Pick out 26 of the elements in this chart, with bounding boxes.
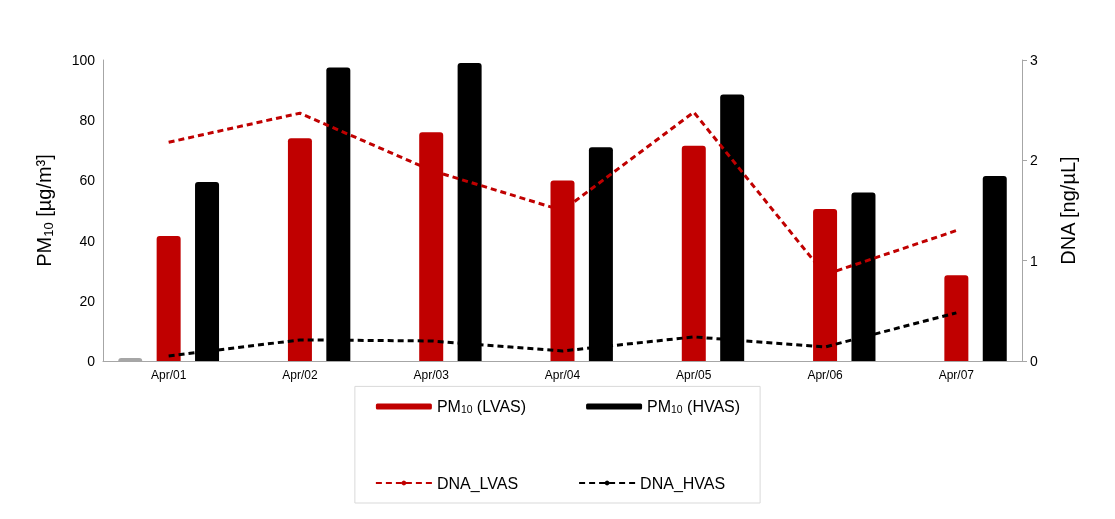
bar (156, 236, 181, 361)
legend-label: DNA_LVAS (436, 474, 519, 493)
y2-tick-label: 2 (1030, 152, 1038, 169)
y-tick-label: 0 (87, 353, 96, 369)
y2-tick-label: 3 (1030, 52, 1038, 68)
y-tick-label: 80 (79, 112, 96, 129)
y2-tick-label: 1 (1030, 252, 1038, 269)
bar (287, 138, 312, 361)
bar (681, 145, 706, 361)
x-tick-label: Apr/01 (150, 368, 187, 382)
y-tick-label: 60 (79, 172, 96, 189)
y2-axis-title: DNA [ng/µL] (1057, 156, 1079, 265)
x-tick-label: Apr/07 (938, 368, 975, 382)
x-tick-label: Apr/03 (413, 368, 450, 382)
bar (982, 175, 1007, 361)
x-tick-label: Apr/05 (676, 368, 712, 382)
x-tick-label: Apr/02 (282, 368, 318, 382)
bar (944, 275, 969, 361)
y2-tick-label: 0 (1030, 353, 1038, 369)
x-tick-label: Apr/06 (807, 368, 844, 382)
y-axis-title: PM10 [µg/m³] (33, 154, 56, 267)
y-tick-label: 100 (71, 52, 96, 68)
y-tick-label: 40 (79, 232, 96, 249)
x-tick-label: Apr/04 (544, 368, 581, 382)
y-tick-label: 20 (79, 292, 96, 309)
legend-label: DNA_HVAS (640, 474, 726, 493)
